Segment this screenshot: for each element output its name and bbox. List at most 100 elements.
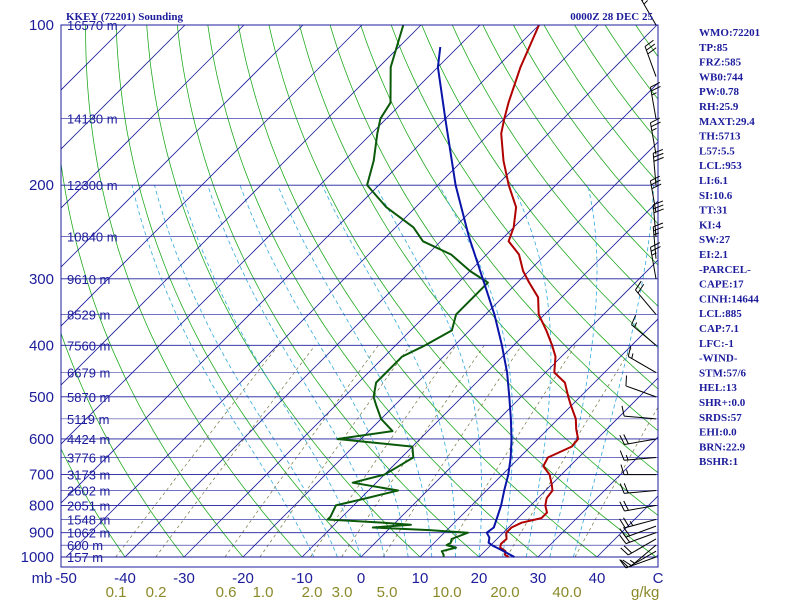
wind-barb	[619, 517, 657, 529]
temperature-tick-label: -50	[55, 570, 77, 587]
wind-barb-staff	[649, 87, 657, 119]
index-entry: WMO:72201	[699, 27, 760, 39]
height-label: 2602 m	[67, 484, 110, 499]
index-entry: TP:85	[699, 42, 728, 54]
wind-barb-staff	[652, 226, 657, 259]
index-entry: WB0:744	[699, 71, 744, 83]
dry-adiabat	[238, 25, 598, 558]
mixing-ratio-label: 1.0	[253, 584, 274, 600]
wind-barb-flag	[650, 121, 661, 128]
wind-barb-staff	[624, 415, 657, 420]
wind-barb	[652, 148, 664, 186]
height-label: 9610 m	[67, 272, 110, 287]
wind-barb-flag	[620, 559, 629, 568]
index-entry: CAPE:17	[699, 279, 744, 291]
dry-adiabat	[207, 25, 539, 558]
wind-barb-half	[626, 469, 629, 475]
wind-barb-flag	[635, 280, 642, 291]
temp-axis-unit-left: mb	[32, 570, 53, 587]
wind-barb-flag	[619, 450, 625, 461]
pressure-label: 700	[29, 467, 54, 484]
wind-barb-flag	[625, 375, 628, 386]
wind-barb	[619, 434, 657, 446]
wind-barb	[627, 346, 657, 373]
mixing-ratio-unit: g/kg	[631, 584, 659, 600]
dry-adiabat	[482, 25, 658, 266]
dewpoint-trace	[326, 25, 489, 557]
pressure-label: 300	[29, 271, 54, 288]
height-label: 600 m	[67, 538, 103, 553]
index-entry: PW:0.78	[699, 86, 740, 98]
wind-barb	[649, 117, 661, 155]
isotherm	[61, 25, 422, 386]
mixing-ratio-label: 20.0	[490, 584, 519, 600]
index-entry: HEL:13	[699, 382, 737, 394]
isotherm	[65, 25, 599, 558]
wind-barb	[621, 405, 657, 420]
isotherm	[360, 259, 658, 558]
wind-barb-flag	[623, 545, 633, 554]
temperature-tick-label: 10	[412, 570, 429, 587]
pressure-label: 1000	[21, 549, 54, 566]
wind-barb-flag	[631, 314, 637, 325]
pressure-label: 900	[29, 525, 54, 542]
dry-adiabat	[61, 332, 185, 558]
isotherm	[61, 25, 245, 209]
height-label: 5870 m	[67, 390, 110, 405]
wind-barb	[631, 314, 657, 346]
wind-barb-staff	[628, 356, 657, 373]
wind-barb	[644, 39, 657, 77]
index-entry: SRDS:57	[699, 412, 742, 424]
mixing-ratio-label: 5.0	[377, 584, 398, 600]
plot-frame	[60, 24, 659, 568]
dry-adiabat	[115, 25, 362, 558]
wind-barb-staff	[649, 122, 657, 155]
wind-barb-staff	[635, 289, 657, 315]
isotherm	[183, 82, 658, 558]
pressure-label: 100	[29, 17, 54, 34]
wind-barb	[619, 450, 657, 461]
height-label: 2051 m	[67, 498, 110, 513]
moist-adiabat	[239, 184, 409, 558]
wind-barb-staff	[624, 504, 657, 512]
temperature-trace	[499, 25, 580, 558]
index-entry: SI:10.6	[699, 190, 733, 202]
wind-barb-flag	[623, 500, 629, 511]
temperature-tick-label: 0	[357, 570, 365, 587]
index-entry: MAXT:29.4	[699, 116, 755, 128]
height-label: 3776 m	[67, 450, 110, 465]
temperature-tick-label: -10	[291, 570, 313, 587]
index-entry: FRZ:585	[699, 57, 742, 69]
wind-barb-staff	[631, 544, 657, 567]
isotherm	[124, 25, 658, 558]
wind-barb-flag	[650, 246, 661, 252]
sounding-traces	[326, 25, 580, 558]
height-label: 10840 m	[67, 230, 118, 245]
height-label: 1062 m	[67, 526, 110, 541]
wind-barb	[640, 0, 657, 26]
temp-axis-unit-right: C	[653, 570, 664, 587]
wind-barb-staff	[649, 247, 657, 279]
wind-barb-half	[625, 454, 629, 461]
pressure-label: 800	[29, 497, 54, 514]
wind-barb-flag	[650, 85, 661, 92]
wind-barb	[649, 82, 661, 119]
wind-barb-staff	[625, 385, 657, 398]
wind-barb-flag	[619, 518, 626, 528]
height-label: 157 m	[67, 550, 103, 565]
index-entry: LCL:953	[699, 160, 742, 172]
dry-adiabat	[543, 25, 658, 184]
wind-barb-flag	[650, 82, 660, 88]
dry-adiabat	[268, 25, 657, 558]
index-entry: L57:5.5	[699, 145, 735, 157]
wind-barb-flag	[619, 501, 625, 512]
index-entry: LFC:-1	[699, 338, 734, 350]
wind-barb-flag	[653, 156, 664, 162]
height-label: 7560 m	[67, 338, 110, 353]
wind-barb	[619, 483, 657, 494]
wind-barb-half	[629, 520, 634, 526]
dry-adiabat	[85, 25, 303, 558]
isotherm	[61, 25, 540, 504]
isotherm	[61, 25, 363, 327]
